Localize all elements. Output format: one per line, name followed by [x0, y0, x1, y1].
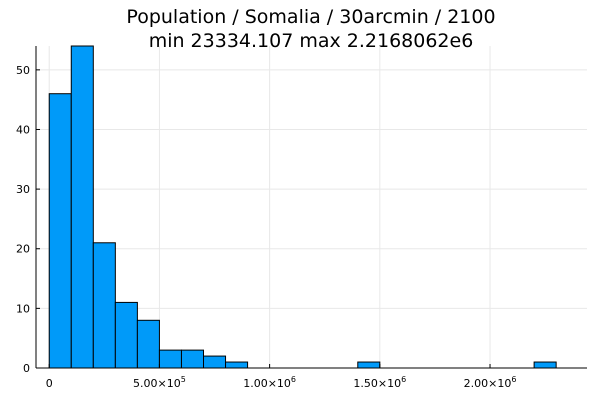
histogram-bar [533, 361, 557, 369]
histogram-bar [225, 361, 249, 369]
histogram-bar [48, 93, 72, 369]
histogram-bar [180, 349, 205, 369]
y-tick-label: 40 [16, 123, 30, 136]
y-tick-label: 30 [16, 183, 30, 196]
histogram-bar [114, 301, 138, 369]
y-tick-label: 0 [23, 362, 30, 375]
x-tick-label: 0 [46, 377, 53, 390]
x-tick-label: 2.00×106 [464, 375, 517, 390]
axes-layer: 0 10 20 30 40 50 0 5.00×105 1.00×106 1.50×106 2.00… [16, 46, 587, 390]
histogram-bar [70, 45, 94, 369]
chart-title-line-1: Population / Somalia / 30arcmin / 2100 [126, 6, 495, 28]
y-tick-label: 10 [16, 302, 30, 315]
y-tick-label: 20 [16, 243, 30, 256]
histogram-bar [92, 242, 116, 369]
x-tick-label: 1.50×106 [353, 375, 406, 390]
x-tick-label: 5.00×105 [133, 375, 186, 390]
chart-title-line-2: min 23334.107 max 2.2168062e6 [149, 30, 474, 52]
histogram-bar [136, 319, 160, 369]
y-tick-label: 50 [16, 64, 30, 77]
histogram-bar [158, 349, 182, 369]
histogram-bar [357, 361, 381, 369]
histogram-bar [203, 355, 227, 369]
bars-layer [48, 45, 557, 369]
x-tick-label: 1.00×106 [243, 375, 296, 390]
